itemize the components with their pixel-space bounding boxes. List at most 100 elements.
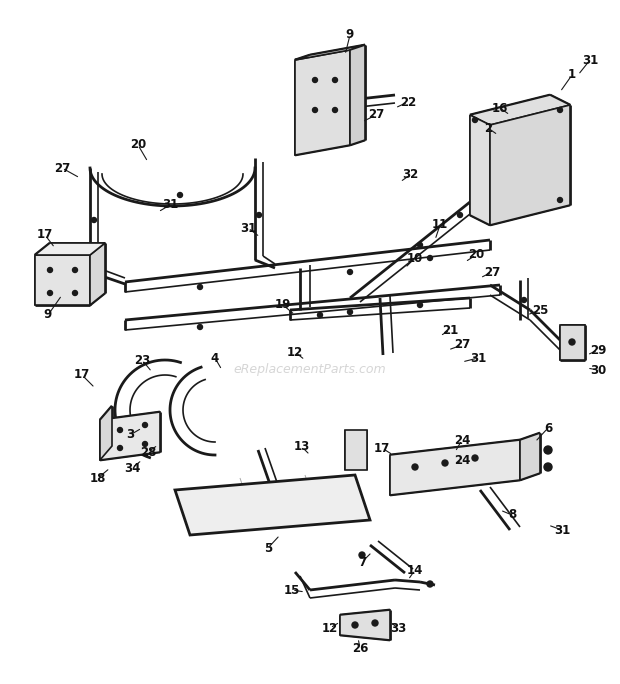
Circle shape: [312, 107, 317, 112]
Circle shape: [428, 256, 433, 261]
Circle shape: [92, 218, 97, 222]
Circle shape: [73, 267, 78, 272]
Text: 9: 9: [44, 308, 52, 321]
Circle shape: [48, 291, 53, 295]
Circle shape: [427, 581, 433, 587]
Text: 29: 29: [590, 343, 606, 356]
Circle shape: [521, 298, 526, 302]
Text: 12: 12: [322, 622, 338, 635]
Polygon shape: [345, 430, 367, 470]
Text: 5: 5: [264, 542, 272, 555]
Circle shape: [472, 118, 477, 122]
Polygon shape: [560, 325, 585, 360]
Text: 16: 16: [492, 101, 508, 114]
Text: 8: 8: [508, 508, 516, 521]
Circle shape: [417, 302, 422, 308]
Text: 10: 10: [407, 252, 423, 265]
Text: 13: 13: [294, 440, 310, 453]
Text: 23: 23: [134, 354, 150, 367]
Circle shape: [118, 428, 123, 432]
Circle shape: [557, 107, 562, 112]
Text: 25: 25: [532, 304, 548, 317]
Text: 31: 31: [582, 53, 598, 66]
Polygon shape: [90, 243, 105, 305]
Circle shape: [569, 339, 575, 345]
Text: 17: 17: [74, 369, 90, 382]
Text: 6: 6: [544, 421, 552, 434]
Polygon shape: [100, 406, 112, 460]
Circle shape: [257, 213, 262, 218]
Circle shape: [417, 243, 422, 248]
Text: 27: 27: [54, 161, 70, 174]
Text: 1: 1: [568, 68, 576, 81]
Circle shape: [442, 460, 448, 466]
Circle shape: [347, 309, 353, 315]
Circle shape: [372, 620, 378, 626]
Text: 24: 24: [454, 434, 470, 447]
Text: 28: 28: [140, 445, 156, 458]
Polygon shape: [295, 50, 350, 155]
Circle shape: [198, 285, 203, 289]
Polygon shape: [490, 105, 570, 225]
Text: 27: 27: [454, 339, 470, 352]
Text: 31: 31: [240, 222, 256, 235]
Text: 7: 7: [358, 555, 366, 568]
Circle shape: [143, 423, 148, 428]
Text: 3: 3: [126, 428, 134, 441]
Text: 9: 9: [346, 29, 354, 42]
Text: 24: 24: [454, 453, 470, 466]
Text: 14: 14: [407, 564, 423, 577]
Text: 12: 12: [287, 345, 303, 358]
Text: 32: 32: [402, 168, 418, 181]
Polygon shape: [35, 255, 90, 305]
Circle shape: [177, 192, 182, 198]
Polygon shape: [470, 95, 570, 125]
Polygon shape: [390, 440, 520, 495]
Polygon shape: [100, 412, 160, 460]
Text: 34: 34: [124, 462, 140, 475]
Circle shape: [359, 552, 365, 558]
Text: 15: 15: [284, 583, 300, 596]
Text: 33: 33: [390, 622, 406, 635]
Circle shape: [347, 269, 353, 274]
Circle shape: [332, 107, 337, 112]
Text: 17: 17: [374, 441, 390, 454]
Circle shape: [118, 445, 123, 451]
Text: 11: 11: [432, 218, 448, 231]
Circle shape: [458, 213, 463, 218]
Polygon shape: [175, 475, 370, 535]
Text: 17: 17: [37, 228, 53, 241]
Circle shape: [557, 198, 562, 202]
Text: 27: 27: [484, 265, 500, 278]
Circle shape: [412, 464, 418, 470]
Text: 31: 31: [470, 352, 486, 365]
Polygon shape: [350, 45, 365, 145]
Circle shape: [48, 267, 53, 272]
Polygon shape: [520, 433, 540, 480]
Polygon shape: [470, 115, 490, 225]
Text: 20: 20: [468, 248, 484, 261]
Text: 30: 30: [590, 363, 606, 376]
Text: eReplacementParts.com: eReplacementParts.com: [234, 363, 386, 376]
Circle shape: [143, 441, 148, 447]
Circle shape: [544, 463, 552, 471]
Circle shape: [317, 313, 322, 317]
Polygon shape: [35, 243, 105, 255]
Circle shape: [544, 446, 552, 454]
Text: 21: 21: [442, 324, 458, 337]
Text: 22: 22: [400, 96, 416, 109]
Text: 20: 20: [130, 138, 146, 151]
Text: 26: 26: [352, 642, 368, 655]
Circle shape: [352, 622, 358, 628]
Polygon shape: [295, 45, 365, 60]
Text: 31: 31: [162, 198, 178, 211]
Circle shape: [332, 77, 337, 83]
Text: 27: 27: [368, 109, 384, 122]
Text: 2: 2: [484, 122, 492, 135]
Circle shape: [312, 77, 317, 83]
Circle shape: [198, 324, 203, 330]
Text: 31: 31: [554, 523, 570, 536]
Polygon shape: [340, 610, 390, 640]
Text: 18: 18: [90, 471, 106, 484]
Circle shape: [73, 291, 78, 295]
